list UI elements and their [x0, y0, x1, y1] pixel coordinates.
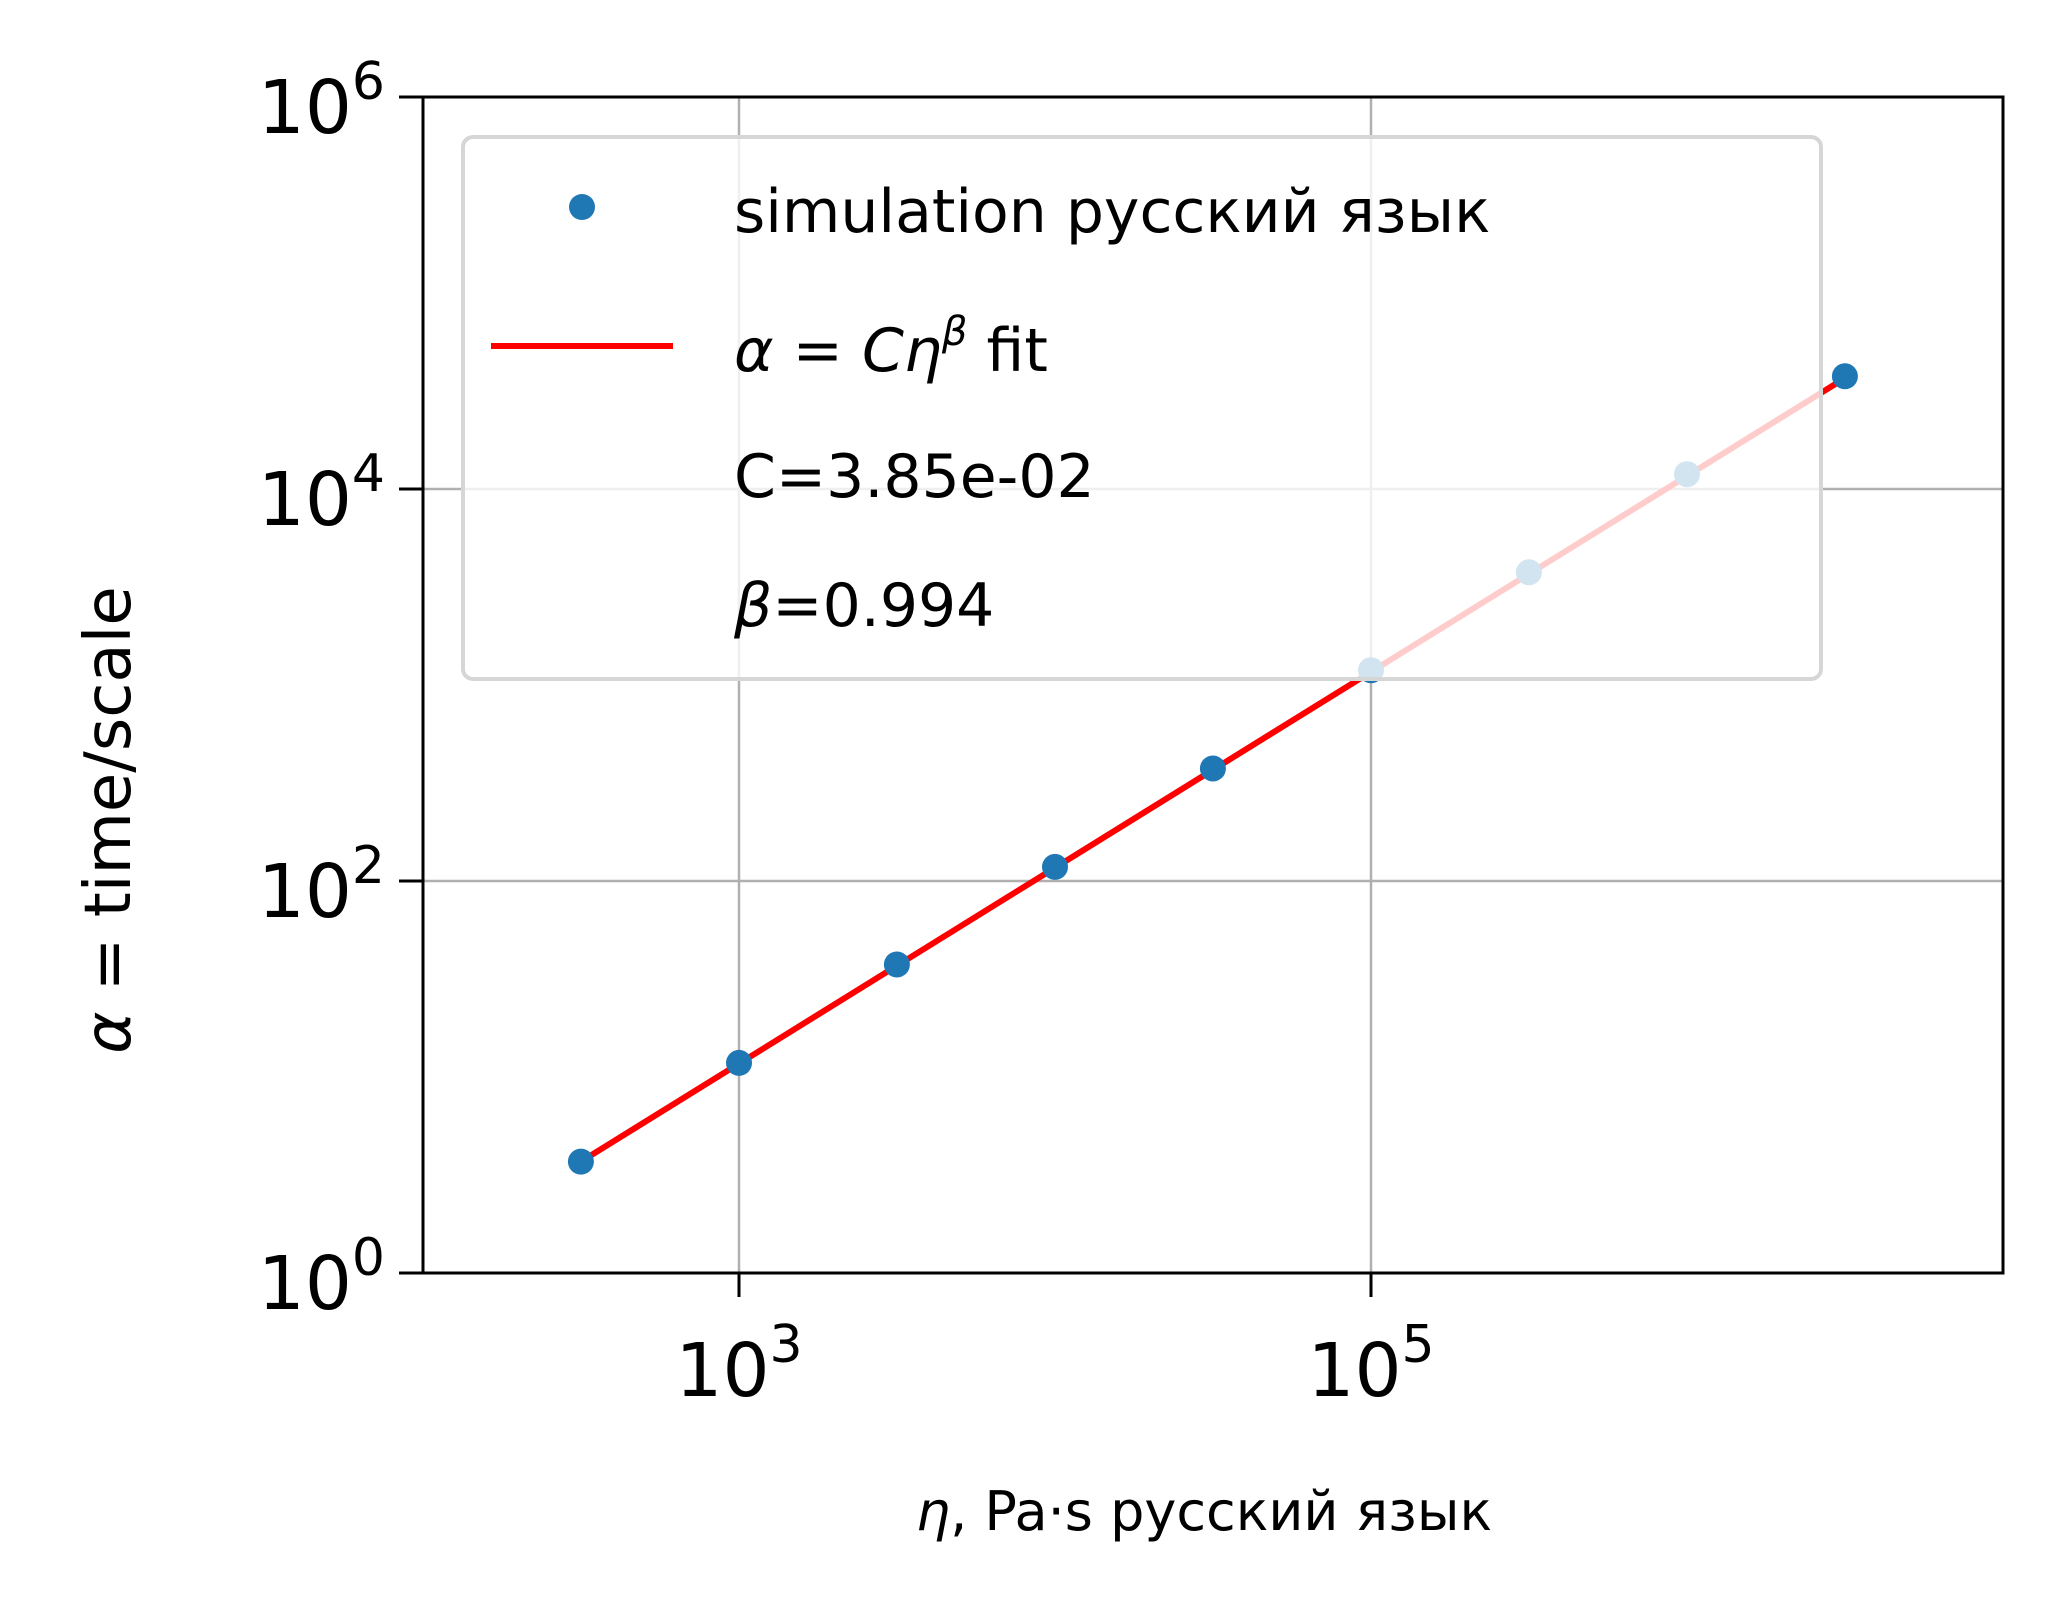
legend-annotation-c: C=3.85e-02: [734, 442, 1095, 512]
y-tick-label-0: 100: [258, 1228, 385, 1327]
legend-frame: [461, 135, 1823, 681]
x-axis-label: η, Pa·s русский язык: [916, 1480, 1492, 1543]
y-tick-label-3: 106: [258, 52, 385, 151]
legend: simulation русский язык α = Cηβ fit C=3.…: [461, 135, 1823, 681]
data-point-0: [567, 1148, 594, 1175]
y-tick-label-2: 104: [258, 444, 385, 543]
legend-marker-simulation: [569, 194, 595, 220]
y-axis-label: α = time/scale: [72, 586, 146, 1054]
axis-ticks: 103 105 100 102 104 106: [258, 52, 1435, 1414]
legend-label-simulation: simulation русский язык: [734, 177, 1490, 247]
data-point-2: [883, 951, 910, 978]
data-point-4: [1199, 755, 1226, 782]
x-tick-label-1: 105: [1307, 1315, 1434, 1414]
data-point-8: [1831, 363, 1858, 390]
x-tick-label-0: 103: [675, 1315, 802, 1414]
legend-label-fit: α = Cηβ fit: [734, 309, 1048, 386]
y-tick-label-1: 102: [258, 836, 385, 935]
data-point-3: [1042, 853, 1068, 880]
legend-annotation-beta: β=0.994: [733, 571, 994, 641]
plot-frame: [421, 95, 2005, 1275]
data-point-1: [726, 1049, 752, 1076]
